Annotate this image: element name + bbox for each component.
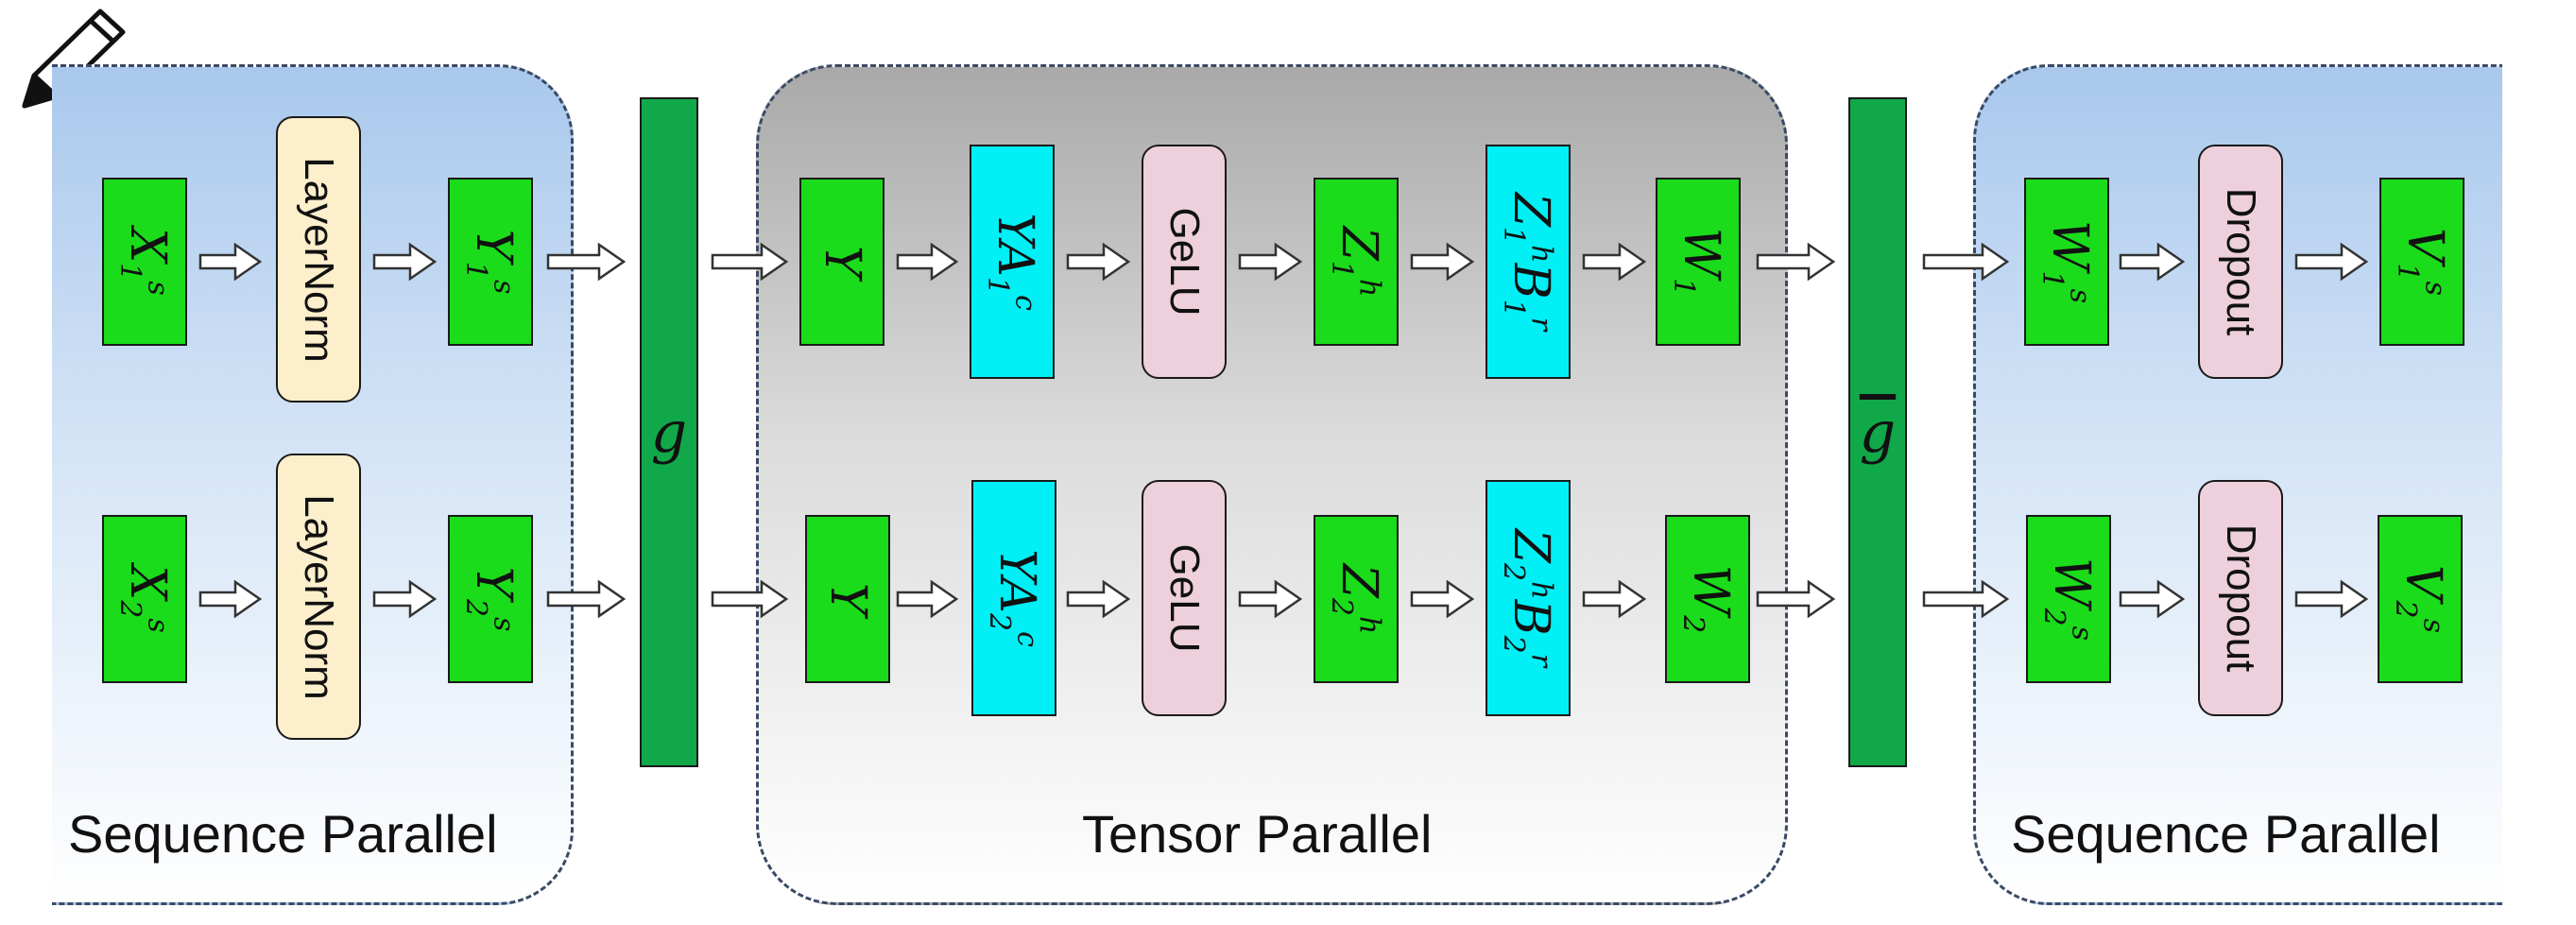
flow-arrow-row1-11 (1922, 242, 2010, 282)
tensor-parallel-region (756, 64, 1788, 905)
flow-arrow-row2-10 (1756, 579, 1836, 619)
flow-arrow-row1-10 (1756, 242, 1836, 282)
flow-arrow-row2-1 (198, 579, 263, 619)
flow-arrow-row1-1 (198, 242, 263, 282)
flow-arrow-row2-4 (711, 579, 789, 619)
ya2c-block: YA2c (971, 480, 1056, 716)
flow-arrow-row2-6 (1066, 579, 1131, 619)
flow-arrow-row1-12 (2119, 242, 2186, 282)
y2s-block: Y2s (448, 515, 533, 683)
w2-block: W2 (1665, 515, 1750, 683)
flow-arrow-row2-3 (546, 579, 627, 619)
w1s-block: W1s (2024, 178, 2109, 346)
ya1c-block: YA1c (970, 145, 1055, 379)
v2s-block: V2s (2378, 515, 2463, 683)
z2h-block: Z2h (1314, 515, 1399, 683)
z1h-block: Z1h (1314, 178, 1399, 346)
w2s-block: W2s (2026, 515, 2111, 683)
flow-arrow-row1-4 (711, 242, 789, 282)
flow-arrow-row2-8 (1410, 579, 1475, 619)
flow-arrow-row2-2 (372, 579, 438, 619)
flow-arrow-row1-7 (1238, 242, 1303, 282)
flow-arrow-row2-7 (1238, 579, 1303, 619)
flow-arrow-row2-12 (2119, 579, 2186, 619)
flow-arrow-row2-13 (2294, 579, 2369, 619)
v1s-block: V1s (2379, 178, 2464, 346)
x2s-block: X2s (102, 515, 187, 683)
gelu-block-1: GeLU (1142, 145, 1227, 379)
y-block-2: Y (805, 515, 890, 683)
z2h-b2r-block: Z2hB2r (1485, 480, 1571, 716)
g-bar-label: g (1859, 399, 1897, 466)
layernorm-block-2: LayerNorm (276, 454, 361, 740)
y-block-1: Y (799, 178, 884, 346)
flow-arrow-row1-6 (1066, 242, 1131, 282)
g-label: g (650, 399, 688, 466)
z1h-b1r-block: Z1hB1r (1485, 145, 1571, 379)
flow-arrow-row1-13 (2294, 242, 2369, 282)
dropout-block-2: Dropout (2198, 480, 2283, 716)
gelu-block-2: GeLU (1142, 480, 1227, 716)
g-bar-comm-bar: g (1848, 97, 1907, 767)
y1s-block: Y1s (448, 178, 533, 346)
flow-arrow-row2-11 (1922, 579, 2010, 619)
region-label-sequence-parallel-right: Sequence Parallel (2011, 804, 2441, 864)
g-comm-bar: g (640, 97, 698, 767)
flow-arrow-row1-8 (1410, 242, 1475, 282)
flow-arrow-row1-9 (1582, 242, 1647, 282)
layernorm-block-1: LayerNorm (276, 116, 361, 403)
flow-arrow-row1-2 (372, 242, 438, 282)
w1-block: W1 (1656, 178, 1741, 346)
flow-arrow-row1-5 (896, 242, 959, 282)
x1s-block: X1s (102, 178, 187, 346)
flow-arrow-row2-5 (896, 579, 959, 619)
region-label-sequence-parallel-left: Sequence Parallel (68, 804, 498, 864)
pencil-icon[interactable] (8, 4, 130, 117)
flow-arrow-row1-3 (546, 242, 627, 282)
dropout-block-1: Dropout (2198, 145, 2283, 379)
region-label-tensor-parallel: Tensor Parallel (1082, 804, 1433, 864)
flow-arrow-row2-9 (1582, 579, 1647, 619)
